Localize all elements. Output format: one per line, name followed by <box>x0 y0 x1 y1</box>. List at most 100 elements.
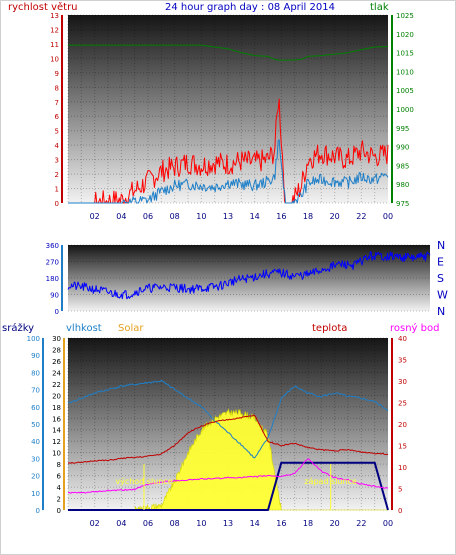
x-tick-label: 14 <box>250 212 260 221</box>
humidity-axis-tick: 70 <box>31 387 40 395</box>
humidity-label: vlhkost <box>66 323 102 334</box>
wind-axis-tick: 10 <box>50 55 59 63</box>
wind-axis-tick: 1 <box>55 186 59 194</box>
dewpoint-label: rosný bod <box>390 322 439 334</box>
humidity-axis-tick: 60 <box>31 404 40 412</box>
wind-axis-tick: 13 <box>50 12 59 20</box>
pressure-axis-tick: 980 <box>396 181 409 189</box>
temperature-axis-tick: 20 <box>398 421 407 429</box>
compass-label: N <box>437 239 445 252</box>
x-tick-label: 13 <box>223 212 233 221</box>
pressure-axis-tick: 1015 <box>396 50 414 58</box>
x-tick-label: 10 <box>196 212 206 221</box>
direction-axis-tick: 90 <box>50 292 59 300</box>
inner-axis-tick: 20 <box>52 392 61 400</box>
inner-axis-tick: 14 <box>52 427 61 435</box>
wind-axis-title: rychlost větru <box>8 1 78 13</box>
rain-line <box>68 461 389 511</box>
humidity-axis-tick: 50 <box>31 421 40 429</box>
x-tick-label: 10 <box>196 519 206 528</box>
inner-axis-tick: 22 <box>52 381 61 389</box>
inner-axis-tick: 24 <box>52 369 61 377</box>
chart-title: 24 hour graph day : 08 April 2014 <box>165 2 335 13</box>
x-tick-label: 02 <box>90 519 100 528</box>
inner-axis-tick: 8 <box>57 461 61 469</box>
x-tick-label: 13 <box>223 519 233 528</box>
pressure-axis-tick: 1005 <box>396 87 414 95</box>
wind-average-line <box>68 139 389 204</box>
x-tick-label: 08 <box>170 212 180 221</box>
wind-axis-tick: 5 <box>55 128 59 136</box>
series-layer <box>67 44 431 511</box>
x-tick-label: 20 <box>330 212 340 221</box>
wind-axis-tick: 9 <box>55 70 59 78</box>
rain-label: srážky <box>2 322 34 334</box>
pressure-axis-tick: 990 <box>396 144 409 152</box>
temperature-axis-tick: 5 <box>398 486 402 494</box>
direction-axis-tick: 360 <box>46 242 59 250</box>
temperature-axis-tick: 40 <box>398 335 407 343</box>
wind-direction-line <box>67 251 431 300</box>
inner-axis-tick: 26 <box>52 358 61 366</box>
temperature-axis-tick: 30 <box>398 378 407 386</box>
humidity-axis-tick: 100 <box>27 335 40 343</box>
x-tick-label: 04 <box>116 519 126 528</box>
dewpoint-line <box>67 458 389 494</box>
x-tick-label: 22 <box>356 519 366 528</box>
x-tick-label: 20 <box>330 519 340 528</box>
humidity-axis-tick: 30 <box>31 455 40 463</box>
temperature-axis-tick: 35 <box>398 357 407 365</box>
inner-axis-tick: 0 <box>57 507 61 515</box>
direction-axis-tick: 0 <box>55 308 59 316</box>
wind-axis-tick: 6 <box>55 113 60 121</box>
wind-speed-line <box>68 98 389 204</box>
humidity-line <box>67 379 389 459</box>
compass-label: S <box>437 272 444 285</box>
pressure-axis-tick: 1000 <box>396 106 414 114</box>
x-tick-label: 14 <box>250 519 260 528</box>
temperature-axis-tick: 10 <box>398 464 407 472</box>
x-tick-label: 02 <box>90 212 100 221</box>
x-tick-label: 16 <box>276 212 286 221</box>
labels: 0123456789101112139759809859909951000100… <box>2 1 448 528</box>
axes <box>42 15 393 510</box>
pressure-axis-title: tlak <box>370 2 389 13</box>
inner-axis-tick: 18 <box>52 404 61 412</box>
solar-label: Solar <box>118 323 144 334</box>
inner-axis-tick: 2 <box>57 496 61 504</box>
pressure-line <box>68 44 389 61</box>
temperature-axis-tick: 0 <box>398 507 402 515</box>
x-tick-label: 22 <box>356 212 366 221</box>
x-tick-label: 16 <box>276 519 286 528</box>
inner-axis-tick: 30 <box>52 335 61 343</box>
wind-axis-tick: 0 <box>55 200 59 208</box>
inner-axis-tick: 16 <box>52 415 61 423</box>
inner-axis-tick: 4 <box>57 484 62 492</box>
x-tick-label: 18 <box>303 519 313 528</box>
inner-axis-tick: 10 <box>52 450 61 458</box>
x-tick-label: 06 <box>143 212 153 221</box>
wind-axis-tick: 4 <box>55 142 60 150</box>
humidity-axis-tick: 90 <box>31 352 40 360</box>
wind-axis-tick: 7 <box>55 99 59 107</box>
compass-label: W <box>437 289 448 302</box>
x-tick-label: 00 <box>383 519 393 528</box>
pressure-axis-tick: 1010 <box>396 68 414 76</box>
temperature-axis-tick: 25 <box>398 400 407 408</box>
pressure-axis-tick: 1020 <box>396 31 414 39</box>
inner-axis-tick: 28 <box>52 346 61 354</box>
sunrise-label: východ slunce <box>115 477 172 486</box>
pressure-axis-tick: 1025 <box>396 12 414 20</box>
humidity-axis-tick: 80 <box>31 369 40 377</box>
x-tick-label: 18 <box>303 212 313 221</box>
wind-axis-tick: 12 <box>50 26 59 34</box>
humidity-axis-tick: 10 <box>31 490 40 498</box>
temperature-axis-tick: 15 <box>398 443 407 451</box>
wind-axis-tick: 8 <box>55 84 59 92</box>
humidity-axis-tick: 20 <box>31 473 40 481</box>
x-tick-label: 04 <box>116 212 126 221</box>
x-tick-label: 08 <box>170 519 180 528</box>
wind-axis-tick: 3 <box>55 157 59 165</box>
pressure-axis-tick: 995 <box>396 125 409 133</box>
pressure-axis-tick: 985 <box>396 162 409 170</box>
